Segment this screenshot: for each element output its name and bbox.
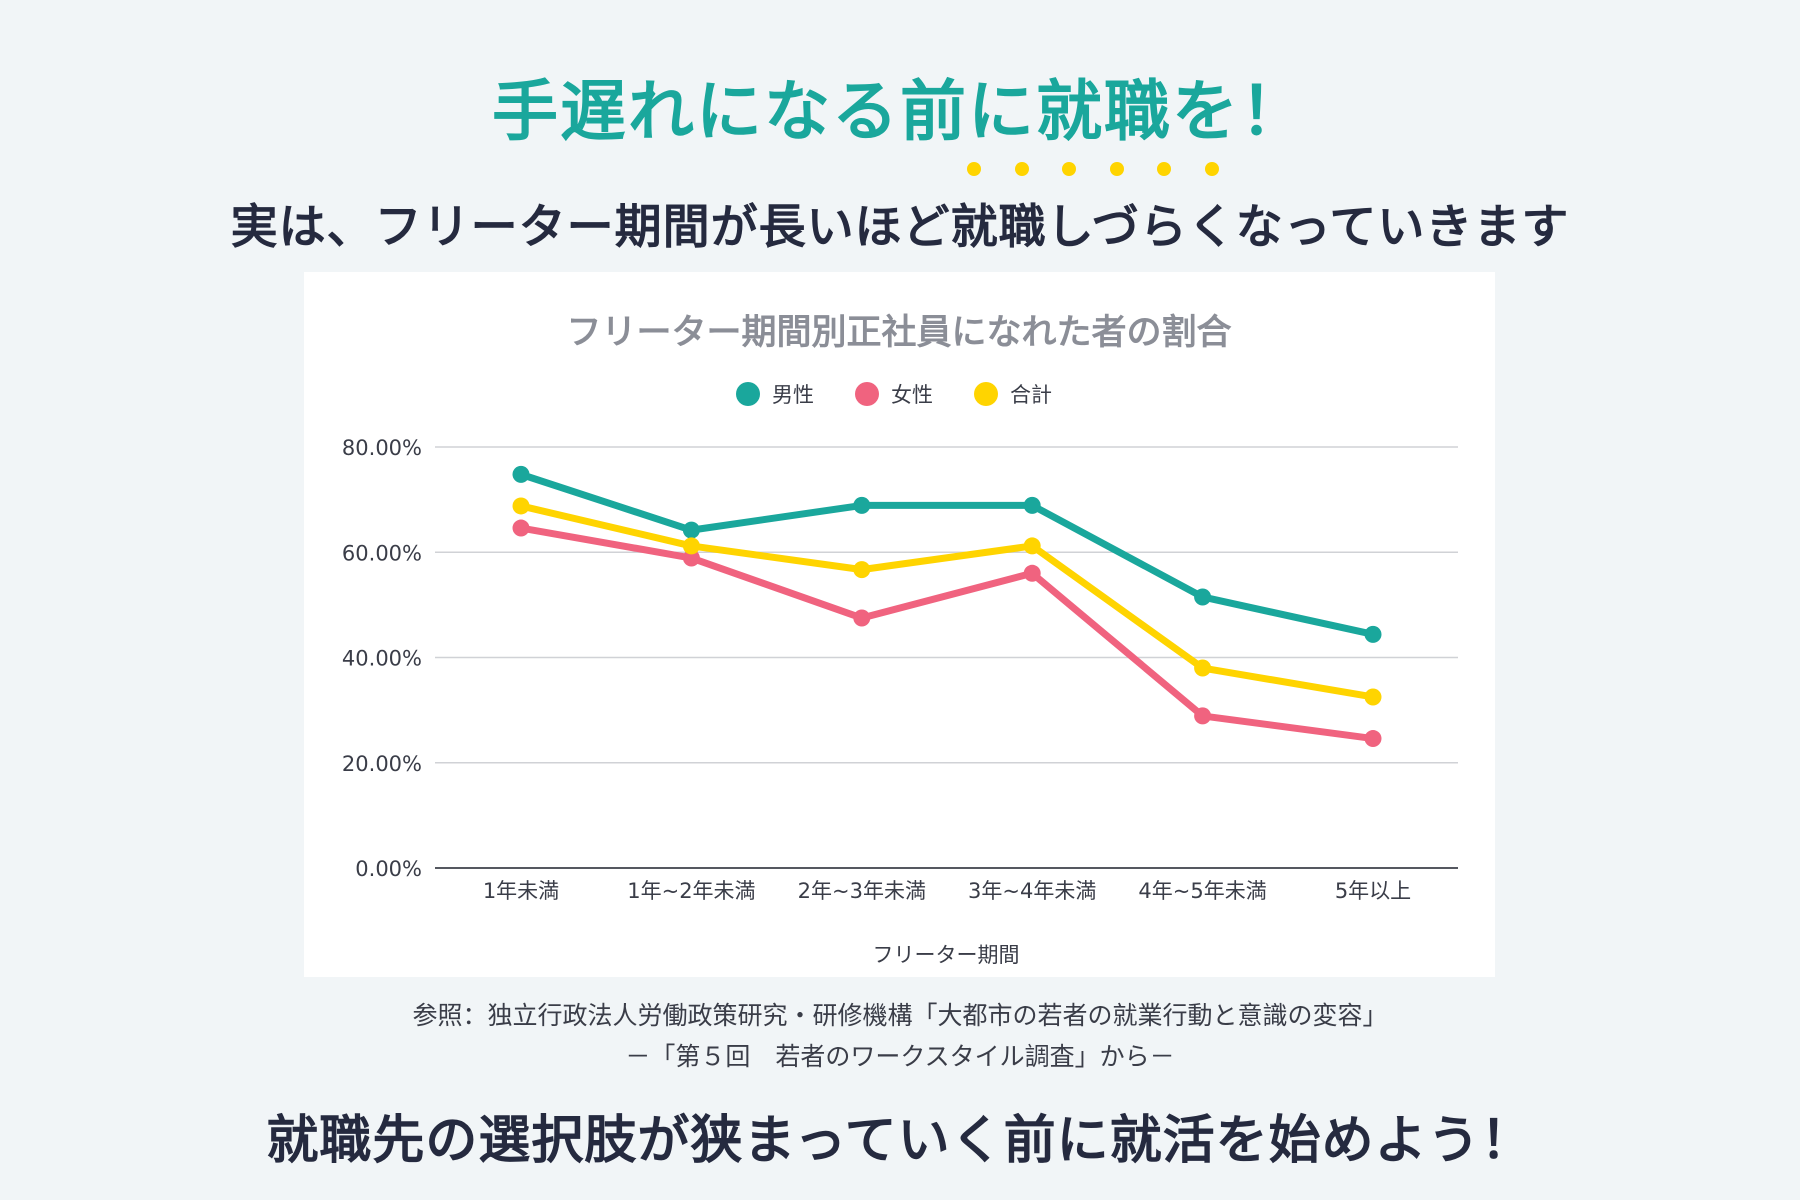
data-point [1364, 730, 1382, 748]
data-point [1023, 537, 1041, 555]
series-line [517, 502, 1377, 701]
x-tick-label: 1年未満 [483, 879, 559, 903]
y-tick-label: 80.00% [342, 436, 422, 460]
y-axis-ticks: 0.00% 20.00% 40.00% 60.00% 80.00% [342, 436, 422, 881]
legend-label: 合計 [1010, 383, 1052, 407]
subline-emphasis: 就職しづらく [950, 162, 1236, 257]
chart-title: フリーター期間別正社員になれた者の割合 [566, 313, 1231, 353]
data-point [1023, 564, 1041, 582]
data-point [1194, 707, 1212, 725]
y-tick-label: 40.00% [342, 647, 422, 671]
line-chart: フリーター期間別正社員になれた者の割合 男性 女性 合計 0.00% 20.00% 40… [342, 313, 1458, 967]
y-tick-label: 20.00% [342, 752, 422, 776]
citation-line-1: 参照：独立行政法人労働政策研究・研修機構「大都市の若者の就業行動と意識の変容」 [412, 1001, 1388, 1030]
subline-before: 実は、フリーター期間が長いほど [230, 200, 951, 255]
chart-gridlines [435, 446, 1458, 869]
x-tick-label: 4年~5年未満 [1138, 879, 1266, 903]
data-point [1364, 688, 1382, 706]
data-point [1194, 659, 1212, 677]
data-point [853, 496, 871, 514]
legend-marker-icon [974, 382, 998, 406]
data-point [1023, 496, 1041, 514]
x-tick-label: 3年~4年未満 [968, 879, 1096, 903]
data-point [682, 521, 700, 539]
chart-series [512, 465, 1382, 748]
x-tick-label: 1年~2年未満 [627, 879, 755, 903]
x-tick-label: 5年以上 [1335, 879, 1411, 903]
closing-message: 就職先の選択肢が狭まっていく前に就活を始めよう！ [266, 1111, 1534, 1171]
x-axis-ticks: 1年未満 1年~2年未満 2年~3年未満 3年~4年未満 4年~5年未満 5年以上 [483, 879, 1411, 903]
legend-item: 女性 [855, 382, 933, 407]
emphasis-dot-icon [1205, 162, 1219, 176]
data-point [512, 465, 530, 483]
data-point [512, 497, 530, 515]
legend-label: 男性 [772, 383, 814, 407]
series-男性 [512, 465, 1382, 643]
data-point [1364, 625, 1382, 643]
series-line [517, 470, 1377, 638]
x-tick-label: 2年~3年未満 [798, 879, 926, 903]
subline-after: なっていきます [1235, 200, 1570, 255]
emphasis-dot-icon [1109, 162, 1124, 176]
data-point [853, 561, 871, 579]
series-合計 [512, 497, 1382, 706]
data-point [1194, 588, 1212, 606]
chart-legend: 男性 女性 合計 [736, 382, 1052, 407]
legend-label: 女性 [891, 383, 933, 407]
x-axis-title: フリーター期間 [873, 943, 1020, 967]
legend-marker-icon [736, 382, 760, 406]
data-point [853, 609, 871, 627]
emphasis-dot-icon [1157, 162, 1172, 176]
data-point [682, 549, 700, 567]
chart-card: フリーター期間別正社員になれた者の割合 男性 女性 合計 0.00% 20.00% 40… [304, 272, 1495, 977]
emphasis-dot-icon [1062, 162, 1077, 176]
subline-emphasis-text: 就職しづらく [950, 200, 1236, 255]
data-point [682, 537, 700, 555]
legend-item: 合計 [974, 382, 1052, 407]
series-line [517, 524, 1377, 743]
emphasis-dots [951, 162, 1236, 176]
headline: 手遅れになる前に就職を！ [492, 73, 1308, 150]
subline: 実は、フリーター期間が長いほど 就職しづらくなっていきます [0, 162, 1800, 257]
series-女性 [512, 519, 1382, 748]
emphasis-dot-icon [1014, 162, 1029, 176]
data-point [512, 519, 530, 537]
y-tick-label: 0.00% [355, 857, 422, 881]
legend-marker-icon [855, 382, 879, 406]
citation-line-2: －「第５回 若者のワークスタイル調査」から－ [625, 1042, 1175, 1071]
y-tick-label: 60.00% [342, 541, 422, 565]
legend-item: 男性 [736, 382, 814, 407]
emphasis-dot-icon [967, 162, 982, 176]
